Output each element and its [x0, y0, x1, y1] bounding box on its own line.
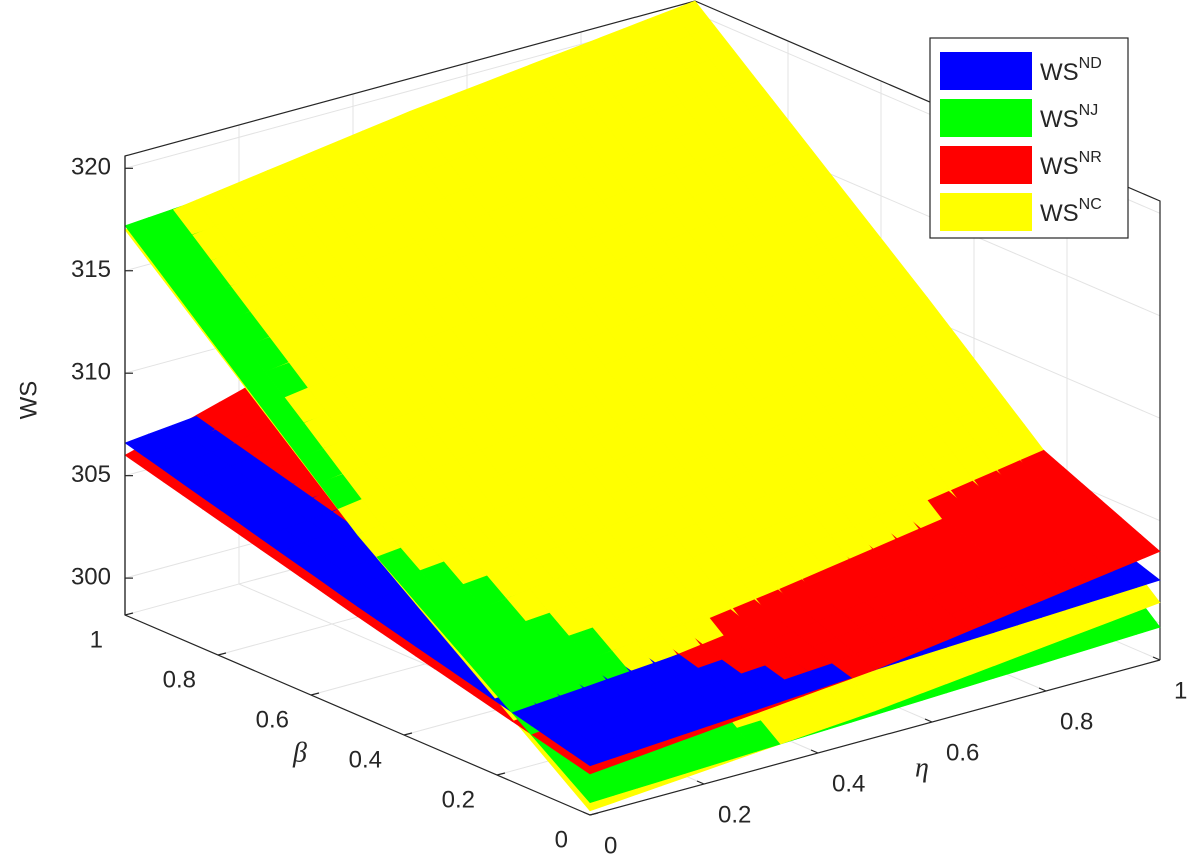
x-axis-label: η — [915, 752, 929, 783]
legend-swatch — [940, 193, 1032, 231]
legend-label-sup: NC — [1079, 196, 1102, 213]
legend-swatch — [940, 52, 1032, 90]
legend-label-sup: NR — [1079, 149, 1102, 166]
surface-patch — [570, 772, 615, 804]
x-tick-label: 0 — [604, 832, 617, 859]
x-tick-label: 0.8 — [1060, 708, 1093, 735]
z-tick-label: 300 — [71, 563, 111, 590]
tick-mark — [1152, 656, 1161, 661]
legend-label-base: WS — [1040, 106, 1079, 133]
y-tick-label: 1 — [90, 626, 103, 653]
y-tick-label: 0.4 — [349, 746, 382, 773]
y-tick-label: 0.8 — [163, 666, 196, 693]
x-tick-label: 0.2 — [718, 801, 751, 828]
tick-mark — [582, 811, 591, 816]
legend-swatch — [940, 99, 1032, 137]
legend-label-base: WS — [1040, 200, 1079, 227]
z-axis-label: WS — [15, 381, 42, 420]
tick-mark — [696, 780, 705, 785]
x-tick-label: 0.6 — [946, 739, 979, 766]
axes: 300 305 310 315 320 0 0.2 0.4 0.6 0.8 1 0 0.2 0.4 0.6 0… — [71, 154, 1187, 860]
tick-mark — [924, 718, 933, 723]
z-tick-label: 310 — [71, 359, 111, 386]
y-tick-label: 0.2 — [442, 786, 475, 813]
y-tick-label: 0 — [555, 826, 568, 853]
z-tick-label: 315 — [71, 256, 111, 283]
surface-patch — [569, 744, 615, 767]
legend-label: WSNR — [1040, 149, 1102, 180]
axis-line — [124, 156, 1161, 816]
legend-swatch — [940, 146, 1032, 184]
surfaces — [124, 0, 1161, 812]
z-tick-label: 320 — [71, 154, 111, 181]
z-tick-label: 305 — [71, 461, 111, 488]
legend-label: WSNJ — [1040, 102, 1098, 133]
tick-mark — [217, 652, 227, 656]
x-tick-label: 1 — [1174, 677, 1187, 704]
legend-label-base: WS — [1040, 59, 1079, 86]
tick-mark — [1038, 687, 1047, 692]
tick-mark — [124, 612, 134, 616]
tick-mark — [496, 772, 506, 776]
tick-mark — [589, 812, 599, 816]
tick-mark — [310, 692, 320, 696]
tick-mark — [403, 732, 413, 736]
y-tick-label: 0.6 — [256, 706, 289, 733]
y-axis-label: β — [292, 737, 307, 768]
legend-label: WSND — [1040, 55, 1102, 86]
legend-label-sup: NJ — [1079, 102, 1099, 119]
x-tick-label: 0.4 — [832, 770, 865, 797]
tick-mark — [810, 749, 819, 754]
legend-label-base: WS — [1040, 153, 1079, 180]
legend-label-sup: ND — [1079, 55, 1102, 72]
legend-label: WSNC — [1040, 196, 1102, 227]
